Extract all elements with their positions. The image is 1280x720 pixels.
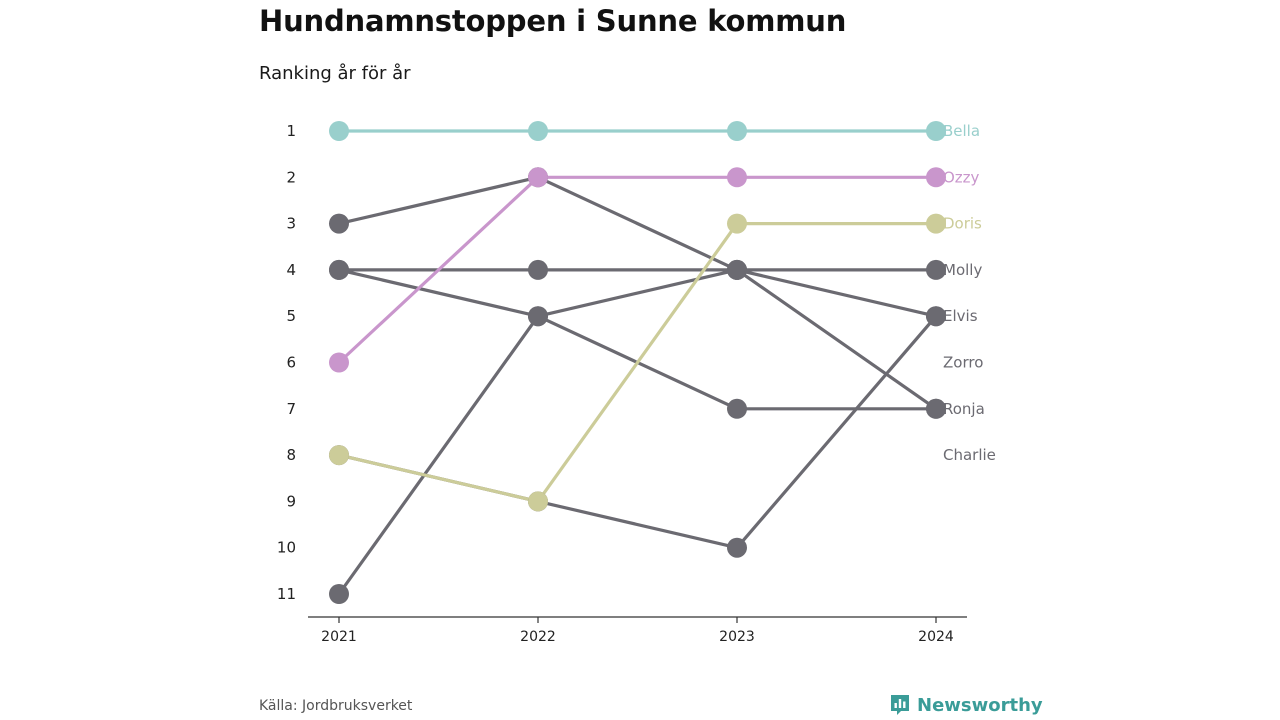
data-point-bella xyxy=(926,121,946,141)
bump-chart: 1 2 3 4 5 6 7 8 9 10 11 2021 2022 2023 2024 Bella Ozzy… xyxy=(277,121,996,645)
x-axis: 2021 2022 2023 2024 xyxy=(308,616,967,645)
data-point-ronja xyxy=(528,306,548,327)
y-tick-label: 3 xyxy=(286,215,296,233)
y-tick-label: 7 xyxy=(286,400,296,418)
y-tick-label: 11 xyxy=(277,585,296,603)
data-point-doris xyxy=(926,213,946,234)
chart-subtitle: Ranking år för år xyxy=(259,63,411,84)
data-point-bella xyxy=(727,121,747,141)
data-point-ronja xyxy=(926,398,946,419)
y-axis: 1 2 3 4 5 6 7 8 9 10 11 xyxy=(277,122,296,603)
series-points xyxy=(329,121,946,604)
data-point-zorro xyxy=(727,259,747,280)
data-point-molly xyxy=(528,259,548,280)
brand-name: Newsworthy xyxy=(917,694,1043,716)
end-label-bella: Bella xyxy=(943,122,980,140)
bar-chart-icon xyxy=(891,695,909,715)
series-line-charlie xyxy=(337,314,938,550)
end-label-elvis: Elvis xyxy=(943,307,978,325)
y-tick-label: 8 xyxy=(286,446,296,464)
y-tick-label: 6 xyxy=(286,354,296,372)
data-point-elvis xyxy=(329,584,349,604)
y-tick-label: 1 xyxy=(286,122,296,140)
data-point-ronja xyxy=(329,259,349,280)
end-label-ronja: Ronja xyxy=(943,400,985,418)
end-label-zorro: Zorro xyxy=(943,354,983,372)
y-tick-label: 10 xyxy=(277,539,296,557)
data-point-bella xyxy=(528,121,548,141)
series-line-doris xyxy=(337,222,938,503)
data-point-doris xyxy=(727,213,747,234)
data-point-ozzy xyxy=(329,352,349,373)
data-point-molly xyxy=(926,259,946,280)
data-point-ozzy xyxy=(926,167,946,188)
chart-title: Hundnamnstoppen i Sunne kommun xyxy=(259,4,847,38)
data-point-doris xyxy=(528,491,548,512)
data-point-charlie xyxy=(926,306,946,327)
data-point-charlie xyxy=(727,537,747,558)
series-line-ronja xyxy=(337,268,938,411)
series-line-ozzy xyxy=(337,175,938,365)
data-point-zorro xyxy=(329,213,349,234)
series-line-zorro xyxy=(337,175,938,411)
x-tick-label: 2024 xyxy=(918,629,954,645)
data-point-bella xyxy=(329,121,349,141)
data-point-doris xyxy=(329,445,349,466)
end-labels: Bella Ozzy Doris Molly Elvis Zorro Ronja Charli… xyxy=(943,122,996,464)
data-point-ronja xyxy=(727,398,747,419)
y-tick-label: 4 xyxy=(286,261,296,279)
series-line-elvis xyxy=(337,268,938,596)
end-label-ozzy: Ozzy xyxy=(943,168,980,186)
newsworthy-logo[interactable]: Newsworthy xyxy=(889,693,1043,717)
end-label-doris: Doris xyxy=(943,215,982,233)
y-tick-label: 9 xyxy=(286,492,296,510)
end-label-molly: Molly xyxy=(943,261,982,279)
x-tick-label: 2023 xyxy=(719,629,755,645)
source-note: Källa: Jordbruksverket xyxy=(259,698,413,714)
series-lines xyxy=(337,129,938,596)
x-tick-label: 2021 xyxy=(321,629,357,645)
data-point-ozzy xyxy=(727,167,747,188)
x-tick-label: 2022 xyxy=(520,629,556,645)
y-tick-label: 5 xyxy=(286,307,296,325)
end-label-charlie: Charlie xyxy=(943,446,996,464)
y-tick-label: 2 xyxy=(286,168,296,186)
data-point-ozzy xyxy=(528,167,548,188)
